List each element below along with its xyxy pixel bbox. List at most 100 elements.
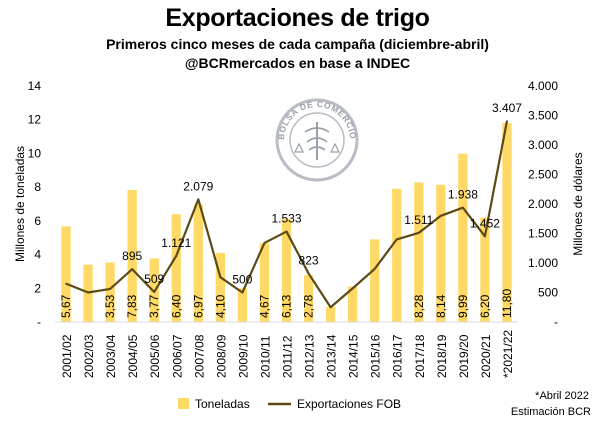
y-right-tick-label: 500 — [538, 286, 558, 300]
line-data-label: 1.452 — [470, 216, 500, 230]
bar-data-label: 6,20 — [478, 294, 492, 318]
bar-data-label: 6,97 — [191, 294, 205, 318]
x-tick-label: 2019/20 — [457, 334, 471, 378]
line-point — [417, 232, 420, 234]
line-point — [219, 276, 222, 278]
y-left-tick-label: - — [37, 315, 41, 329]
logo-outer-ring — [275, 98, 359, 182]
chart-title: Exportaciones de trigo — [165, 4, 430, 32]
bar-data-label: 8,28 — [412, 294, 426, 318]
x-tick-label: *2021/22 — [501, 330, 515, 378]
y-left-tick-label: 10 — [28, 146, 42, 160]
line-point — [373, 268, 376, 270]
x-tick-label: 2004/05 — [126, 334, 140, 378]
x-tick-label: 2008/09 — [214, 334, 228, 378]
bar-data-label: 8,14 — [434, 294, 448, 318]
line-point — [241, 291, 244, 294]
footnote-estimate: Estimación BCR — [510, 406, 591, 418]
bar-data-label: 11,80 — [500, 289, 514, 318]
line-point — [65, 282, 67, 285]
bar-toneladas — [414, 182, 424, 322]
line-data-label: 2.079 — [183, 179, 213, 193]
bar-data-label: 4,10 — [213, 294, 227, 318]
line-data-label: 1.533 — [271, 212, 301, 226]
y-right-tick-label: - — [554, 315, 558, 329]
bar-toneladas — [370, 239, 380, 322]
line-group — [65, 120, 509, 309]
line-point — [87, 291, 89, 294]
bar-toneladas — [436, 184, 446, 322]
bar-data-label: 3,77 — [147, 294, 161, 318]
line-point — [506, 120, 508, 122]
bar-data-label: 6,13 — [280, 294, 294, 318]
x-tick-label: 2001/02 — [60, 334, 74, 378]
chart-subtitle: Primeros cinco meses de cada campaña (di… — [106, 36, 489, 52]
line-data-label: 509 — [144, 272, 164, 286]
axes-group: - 2 4 6 8 10 12 14 - 500 1.000 1.500 2.000 2.500 3.000… — [13, 79, 585, 378]
line-point — [263, 242, 266, 244]
line-point — [329, 306, 332, 309]
bar-data-label: 6,40 — [169, 294, 183, 318]
bar-data-label: 9,99 — [456, 294, 470, 318]
bar-toneladas — [458, 153, 468, 322]
bar-toneladas — [127, 190, 137, 322]
line-point — [197, 198, 200, 201]
line-data-label: 1.511 — [404, 213, 433, 227]
line-data-label: 1.121 — [161, 236, 191, 250]
x-tick-label: 2010/11 — [258, 335, 272, 378]
bar-toneladas — [348, 286, 358, 322]
y-left-tick-label: 12 — [28, 113, 42, 127]
legend-swatch-toneladas — [178, 398, 189, 409]
x-tick-label: 2015/16 — [369, 334, 383, 378]
line-point — [131, 268, 133, 270]
bar-toneladas — [61, 226, 71, 322]
line-point — [395, 238, 398, 241]
line-point — [462, 206, 464, 209]
logo-scales — [294, 142, 340, 153]
x-tick-label: 2016/17 — [391, 334, 405, 378]
x-tick-label: 2018/19 — [435, 334, 449, 378]
line-data-label: 1.938 — [448, 188, 478, 202]
line-point — [175, 255, 178, 257]
line-point — [484, 235, 486, 238]
logo-inner-ring — [289, 112, 345, 168]
x-tick-label: 2013/14 — [325, 334, 339, 378]
y-right-tick-label: 2.000 — [528, 197, 558, 211]
line-data-label: 823 — [299, 253, 319, 267]
y-right-tick-label: 2.500 — [528, 168, 558, 182]
x-tick-label: 2014/15 — [347, 334, 361, 378]
bar-toneladas — [303, 275, 314, 322]
x-tick-label: 2002/03 — [82, 334, 96, 378]
y-left-tick-label: 6 — [34, 214, 41, 228]
line-data-label: 3.407 — [492, 101, 522, 115]
bcr-logo: BOLSA DE COMERCIO DE ROSARIO — [0, 0, 359, 182]
bar-data-label: 5,67 — [59, 294, 73, 318]
x-tick-label: 2012/13 — [303, 334, 317, 378]
x-tick-label: 2020/21 — [479, 334, 493, 378]
x-tick-label: 2011/12 — [281, 335, 295, 378]
y-right-tick-label: 3.500 — [528, 109, 558, 123]
bar-toneladas — [193, 204, 203, 322]
x-tick-label: 2009/10 — [236, 334, 250, 378]
y-left-axis-title: Millones de toneladas — [13, 146, 27, 262]
bar-toneladas — [237, 288, 248, 322]
x-tick-label: 2007/08 — [192, 334, 206, 378]
line-point — [440, 215, 442, 217]
x-tick-label: 2005/06 — [148, 334, 162, 378]
bar-toneladas — [502, 123, 512, 322]
line-point — [109, 288, 111, 290]
bar-toneladas — [105, 262, 115, 322]
bar-toneladas — [259, 243, 270, 322]
bar-toneladas — [325, 306, 336, 322]
y-left-tick-label: 14 — [28, 79, 42, 93]
bar-toneladas — [215, 252, 225, 322]
y-left-tick-label: 4 — [34, 248, 41, 262]
footnote-date: *Abril 2022 — [535, 390, 589, 402]
bar-data-label: 7,83 — [125, 294, 139, 318]
logo-text: BOLSA DE COMERCIO DE ROSARIO — [0, 0, 358, 140]
legend-label-exportaciones: Exportaciones FOB — [297, 397, 401, 411]
legend-label-toneladas: Toneladas — [195, 397, 250, 411]
